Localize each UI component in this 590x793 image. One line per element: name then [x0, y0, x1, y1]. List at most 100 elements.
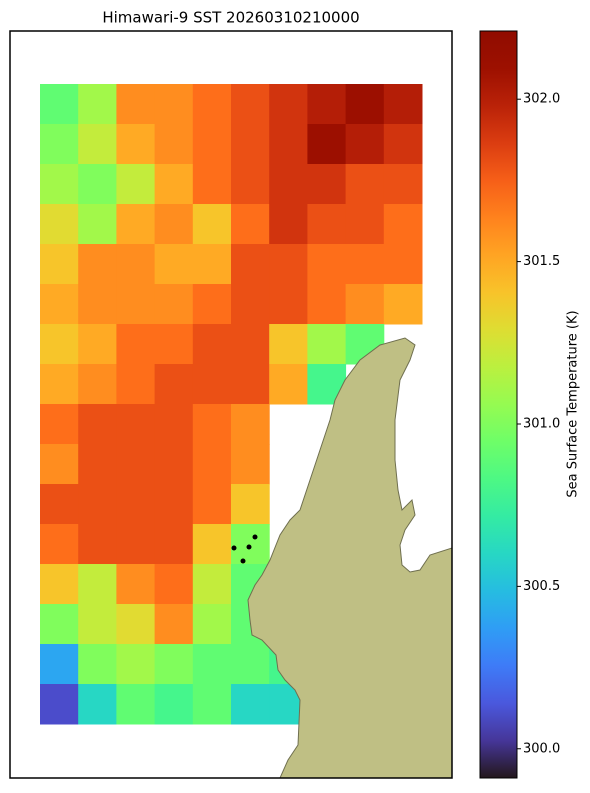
sst-cell	[40, 684, 79, 725]
sst-cell	[269, 84, 308, 125]
sst-cell	[78, 124, 117, 165]
sst-cell	[192, 284, 232, 325]
sst-cell	[383, 244, 423, 285]
station	[231, 545, 237, 551]
sst-cell	[269, 324, 308, 365]
sst-cell	[40, 564, 79, 605]
sst-cell	[269, 284, 308, 325]
sst-cell	[154, 564, 194, 605]
sst-cell	[116, 404, 156, 445]
sst-cell	[116, 364, 156, 405]
station-points	[231, 534, 258, 564]
sst-cell	[40, 644, 79, 685]
colorbar-label: Sea Surface Temperature (K)	[566, 310, 581, 497]
sst-cell	[116, 604, 156, 645]
sst-cell	[78, 84, 117, 125]
colorbar	[479, 30, 518, 779]
sst-field	[40, 84, 423, 725]
sst-cell	[192, 404, 232, 445]
sst-cell	[269, 244, 308, 285]
sst-cell	[116, 564, 156, 605]
chart-title: Himawari-9 SST 20260310210000	[102, 9, 359, 27]
sst-cell	[40, 324, 79, 365]
sst-cell	[154, 204, 194, 245]
sst-cell	[40, 204, 79, 245]
sst-cell	[345, 164, 385, 205]
sst-cell	[78, 284, 117, 325]
sst-cell	[40, 284, 79, 325]
sst-cell	[154, 324, 194, 365]
sst-cell	[40, 604, 79, 645]
sst-cell	[231, 204, 270, 245]
sst-cell	[345, 204, 385, 245]
sst-cell	[78, 164, 117, 205]
sst-cell	[78, 204, 117, 245]
sst-cell	[78, 604, 117, 645]
sst-cell	[116, 444, 156, 485]
sst-cell	[116, 644, 156, 685]
sst-cell	[231, 324, 270, 365]
sst-cell	[40, 164, 79, 205]
map-frame	[9, 30, 453, 779]
sst-cell	[78, 364, 117, 405]
sst-cell	[78, 564, 117, 605]
sst-cell	[231, 644, 270, 685]
sst-cell	[307, 84, 347, 125]
sst-cell	[78, 444, 117, 485]
sst-cell	[154, 124, 194, 165]
sst-cell	[154, 284, 194, 325]
sst-cell	[192, 444, 232, 485]
sst-cell	[116, 124, 156, 165]
sst-cell	[154, 364, 194, 405]
sst-cell	[383, 84, 423, 125]
sst-cell	[231, 84, 270, 125]
sst-cell	[40, 84, 79, 125]
sst-cell	[192, 124, 232, 165]
sst-cell	[154, 644, 194, 685]
sst-cell	[192, 524, 232, 565]
sst-cell	[231, 484, 270, 525]
sst-cell	[192, 484, 232, 525]
sst-cell	[78, 244, 117, 285]
sst-cell	[40, 484, 79, 525]
sst-cell	[116, 244, 156, 285]
sst-cell	[383, 204, 423, 245]
station	[240, 558, 246, 564]
sst-cell	[192, 644, 232, 685]
sst-cell	[116, 164, 156, 205]
sst-cell	[154, 524, 194, 565]
sst-cell	[231, 244, 270, 285]
sst-cell	[116, 684, 156, 725]
sst-cell	[116, 84, 156, 125]
sst-cell	[116, 284, 156, 325]
sst-cell	[307, 164, 347, 205]
sst-cell	[269, 164, 308, 205]
land	[247, 337, 452, 778]
sst-cell	[269, 204, 308, 245]
sst-cell	[192, 324, 232, 365]
colorbar-tick-label: 300.0	[523, 741, 560, 756]
sst-cell	[116, 524, 156, 565]
sst-cell	[40, 524, 79, 565]
sst-cell	[40, 404, 79, 445]
sst-cell	[154, 604, 194, 645]
sst-cell	[116, 204, 156, 245]
sst-cell	[78, 324, 117, 365]
sst-cell	[154, 164, 194, 205]
sst-cell	[307, 244, 347, 285]
sst-cell	[383, 284, 423, 325]
sst-cell	[154, 404, 194, 445]
sst-cell	[154, 484, 194, 525]
sst-cell	[231, 444, 270, 485]
sst-cell	[231, 364, 270, 405]
sst-cell	[231, 684, 270, 725]
sst-cell	[40, 364, 79, 405]
sst-cell	[78, 644, 117, 685]
sst-cell	[192, 84, 232, 125]
sst-cell	[78, 484, 117, 525]
sst-cell	[307, 124, 347, 165]
sst-cell	[383, 164, 423, 205]
sst-cell	[192, 564, 232, 605]
sst-cell	[307, 204, 347, 245]
